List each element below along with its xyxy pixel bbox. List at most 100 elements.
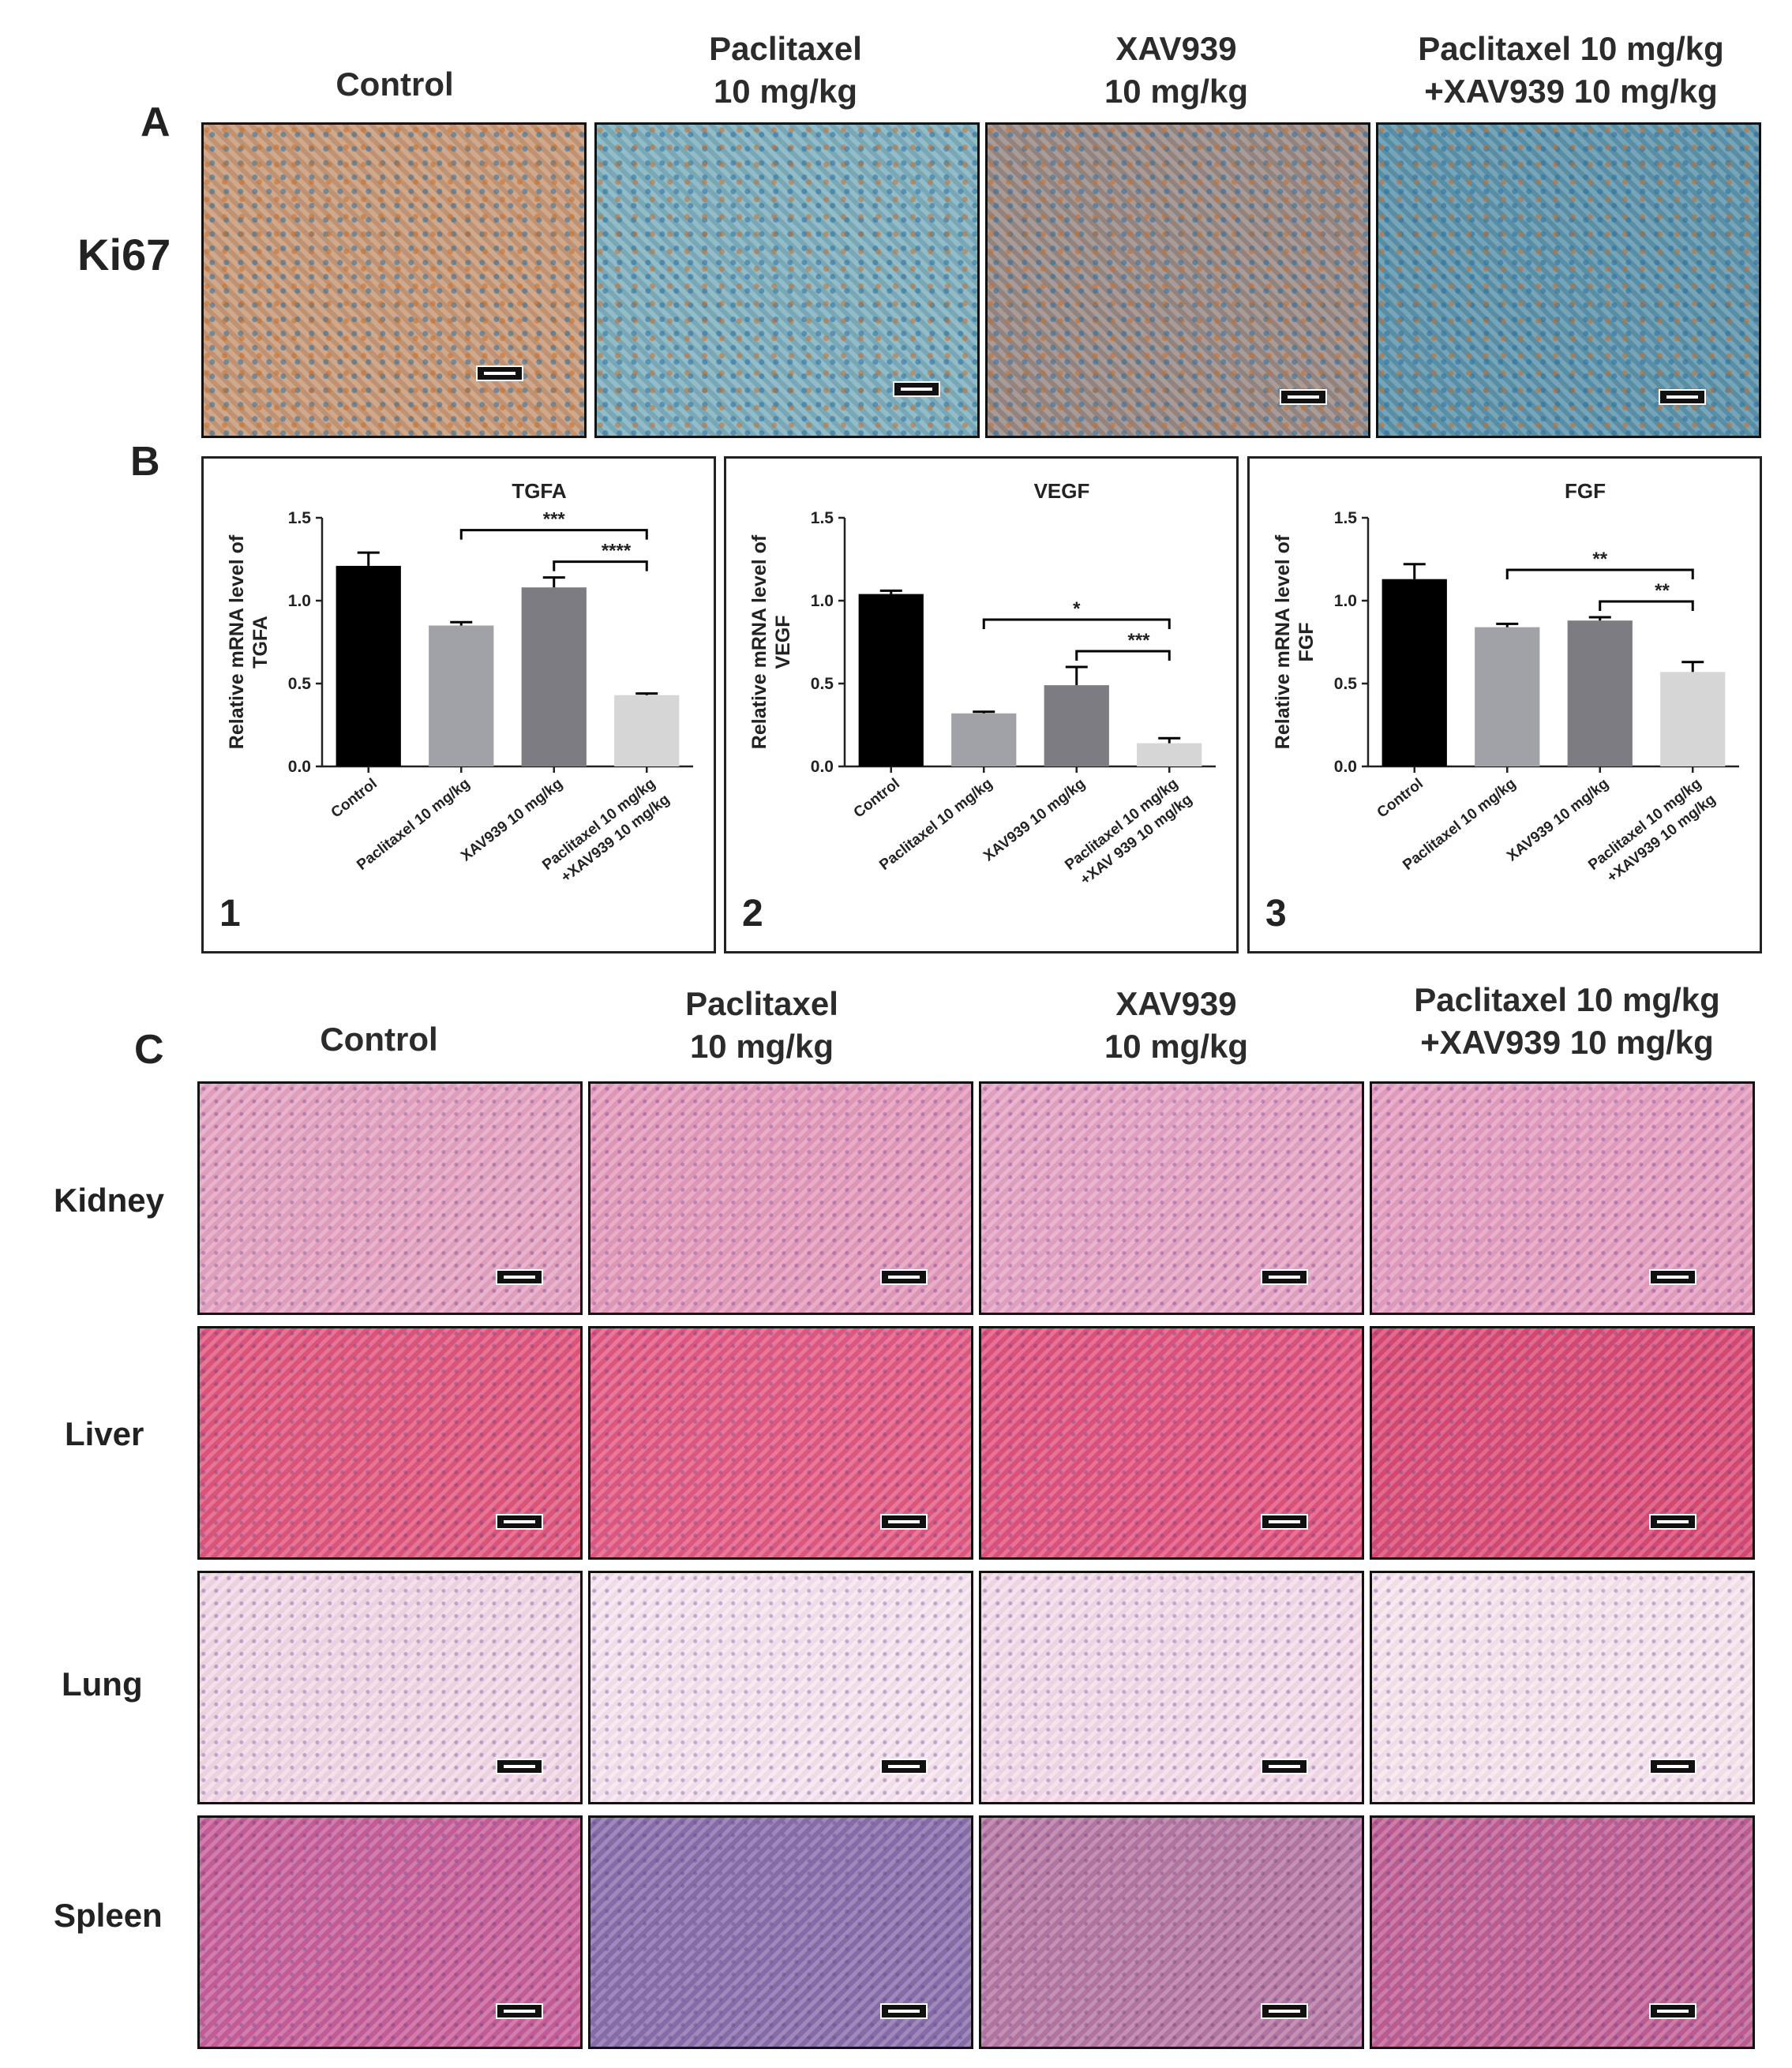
organ-label-liver: Liver bbox=[65, 1415, 144, 1452]
y-tick-label: 0.0 bbox=[288, 758, 311, 776]
he-image-spleen-1 bbox=[197, 1815, 583, 2049]
scale-bar bbox=[880, 1514, 928, 1530]
significance-label: ** bbox=[1655, 580, 1670, 601]
header-c-combination: Paclitaxel 10 mg/kg +XAV939 10 mg/kg bbox=[1414, 981, 1720, 1061]
header-c-control: Control bbox=[320, 1021, 438, 1058]
scale-bar bbox=[496, 1514, 543, 1530]
significance-bracket bbox=[1599, 600, 1694, 611]
bar bbox=[336, 565, 401, 766]
chart-panel-vegf: VEGF Relative mRNA level of VEGF 0.0 0.5 1.0 1… bbox=[724, 456, 1239, 953]
organ-label-kidney: Kidney bbox=[54, 1182, 165, 1219]
significance-bracket bbox=[1075, 650, 1171, 661]
scale-bar bbox=[1261, 1269, 1308, 1285]
scale-bar bbox=[496, 2003, 543, 2019]
ki67-label: Ki67 bbox=[77, 230, 171, 279]
chart-number: 3 bbox=[1265, 893, 1287, 935]
he-image-liver-1 bbox=[197, 1326, 583, 1560]
y-axis-label: TGFA bbox=[249, 616, 272, 669]
scale-bar bbox=[1649, 1269, 1696, 1285]
y-axis-label: Relative mRNA level of bbox=[226, 534, 248, 749]
y-tick-label: 0.0 bbox=[1334, 758, 1357, 776]
scale-bar bbox=[893, 381, 940, 397]
organ-label-spleen: Spleen bbox=[54, 1897, 163, 1934]
x-tick-label: XAV939 10 mg/kg bbox=[1504, 775, 1612, 864]
y-axis-label: Relative mRNA level of bbox=[1272, 534, 1294, 749]
scale-bar bbox=[880, 2003, 928, 2019]
scale-bar bbox=[1280, 389, 1327, 405]
panel-a-letter: A bbox=[141, 99, 171, 145]
bar bbox=[1567, 620, 1633, 766]
scale-bar bbox=[1261, 2003, 1308, 2019]
y-axis-label: VEGF bbox=[772, 615, 794, 669]
he-image-spleen-4 bbox=[1370, 1815, 1755, 2049]
bar bbox=[521, 587, 587, 766]
x-tick-label: XAV939 10 mg/kg bbox=[458, 775, 566, 864]
panel-c-letter: C bbox=[134, 1027, 164, 1073]
ki67-image-xav939 bbox=[985, 122, 1370, 438]
y-tick-label: 0.5 bbox=[1334, 675, 1358, 693]
y-tick-label: 1.5 bbox=[811, 509, 834, 527]
bar bbox=[1660, 672, 1726, 766]
y-tick-label: 0.0 bbox=[811, 758, 834, 776]
scale-bar bbox=[476, 365, 523, 381]
he-image-kidney-2 bbox=[588, 1081, 973, 1315]
ki67-image-combination bbox=[1376, 122, 1761, 438]
he-image-kidney-1 bbox=[197, 1081, 583, 1315]
he-image-spleen-3 bbox=[979, 1815, 1364, 2049]
bar bbox=[1381, 579, 1447, 766]
scale-bar bbox=[1649, 1759, 1696, 1774]
significance-label: *** bbox=[1127, 630, 1150, 651]
y-tick-label: 0.5 bbox=[811, 675, 834, 693]
x-tick-label: Control bbox=[1374, 775, 1426, 821]
bar bbox=[1137, 743, 1202, 766]
chart-title: TGFA bbox=[512, 479, 567, 503]
significance-bracket bbox=[1505, 568, 1694, 579]
significance-bracket bbox=[459, 529, 648, 540]
bar bbox=[614, 695, 680, 766]
organ-label-lung: Lung bbox=[62, 1665, 143, 1703]
bar bbox=[1475, 627, 1540, 766]
y-tick-label: 1.5 bbox=[288, 509, 312, 527]
y-tick-label: 0.5 bbox=[288, 675, 312, 693]
significance-label: **** bbox=[602, 541, 632, 562]
bar bbox=[858, 594, 924, 766]
he-image-lung-2 bbox=[588, 1571, 973, 1804]
x-tick-label: XAV939 10 mg/kg bbox=[980, 775, 1089, 864]
scale-bar bbox=[1261, 1514, 1308, 1530]
significance-label: * bbox=[1073, 598, 1081, 620]
header-c-paclitaxel: Paclitaxel 10 mg/kg bbox=[685, 985, 838, 1065]
y-tick-label: 1.0 bbox=[811, 592, 834, 610]
he-image-liver-3 bbox=[979, 1326, 1364, 1560]
he-image-lung-1 bbox=[197, 1571, 583, 1804]
scale-bar bbox=[496, 1759, 543, 1774]
header-a-paclitaxel: Paclitaxel 10 mg/kg bbox=[709, 30, 862, 110]
y-tick-label: 1.0 bbox=[1334, 592, 1357, 610]
header-c-xav939: XAV939 10 mg/kg bbox=[1104, 985, 1249, 1065]
chart-panel-fgf: FGF Relative mRNA level of FGF 0.0 0.5 1.0 1.5… bbox=[1247, 456, 1762, 953]
scale-bar bbox=[880, 1269, 928, 1285]
bar bbox=[1044, 685, 1109, 766]
he-image-spleen-2 bbox=[588, 1815, 973, 2049]
ki67-image-control bbox=[201, 122, 587, 438]
x-tick-label: Control bbox=[851, 775, 903, 821]
y-tick-label: 1.0 bbox=[288, 592, 311, 610]
chart-number: 1 bbox=[219, 893, 241, 935]
he-image-lung-3 bbox=[979, 1571, 1364, 1804]
panel-b-letter: B bbox=[130, 439, 160, 485]
header-a-control: Control bbox=[336, 66, 454, 103]
y-axis-label: Relative mRNA level of bbox=[748, 534, 770, 749]
he-image-kidney-4 bbox=[1370, 1081, 1755, 1315]
header-a-xav939: XAV939 10 mg/kg bbox=[1104, 30, 1249, 110]
bar bbox=[429, 625, 494, 766]
significance-label: ** bbox=[1592, 549, 1607, 570]
scale-bar bbox=[1261, 1759, 1308, 1774]
he-image-kidney-3 bbox=[979, 1081, 1364, 1315]
y-tick-label: 1.5 bbox=[1334, 509, 1358, 527]
chart-title: FGF bbox=[1565, 479, 1606, 503]
ki67-image-paclitaxel bbox=[594, 122, 980, 438]
scale-bar bbox=[880, 1759, 928, 1774]
scale-bar bbox=[496, 1269, 543, 1285]
y-axis-label: FGF bbox=[1295, 623, 1318, 662]
